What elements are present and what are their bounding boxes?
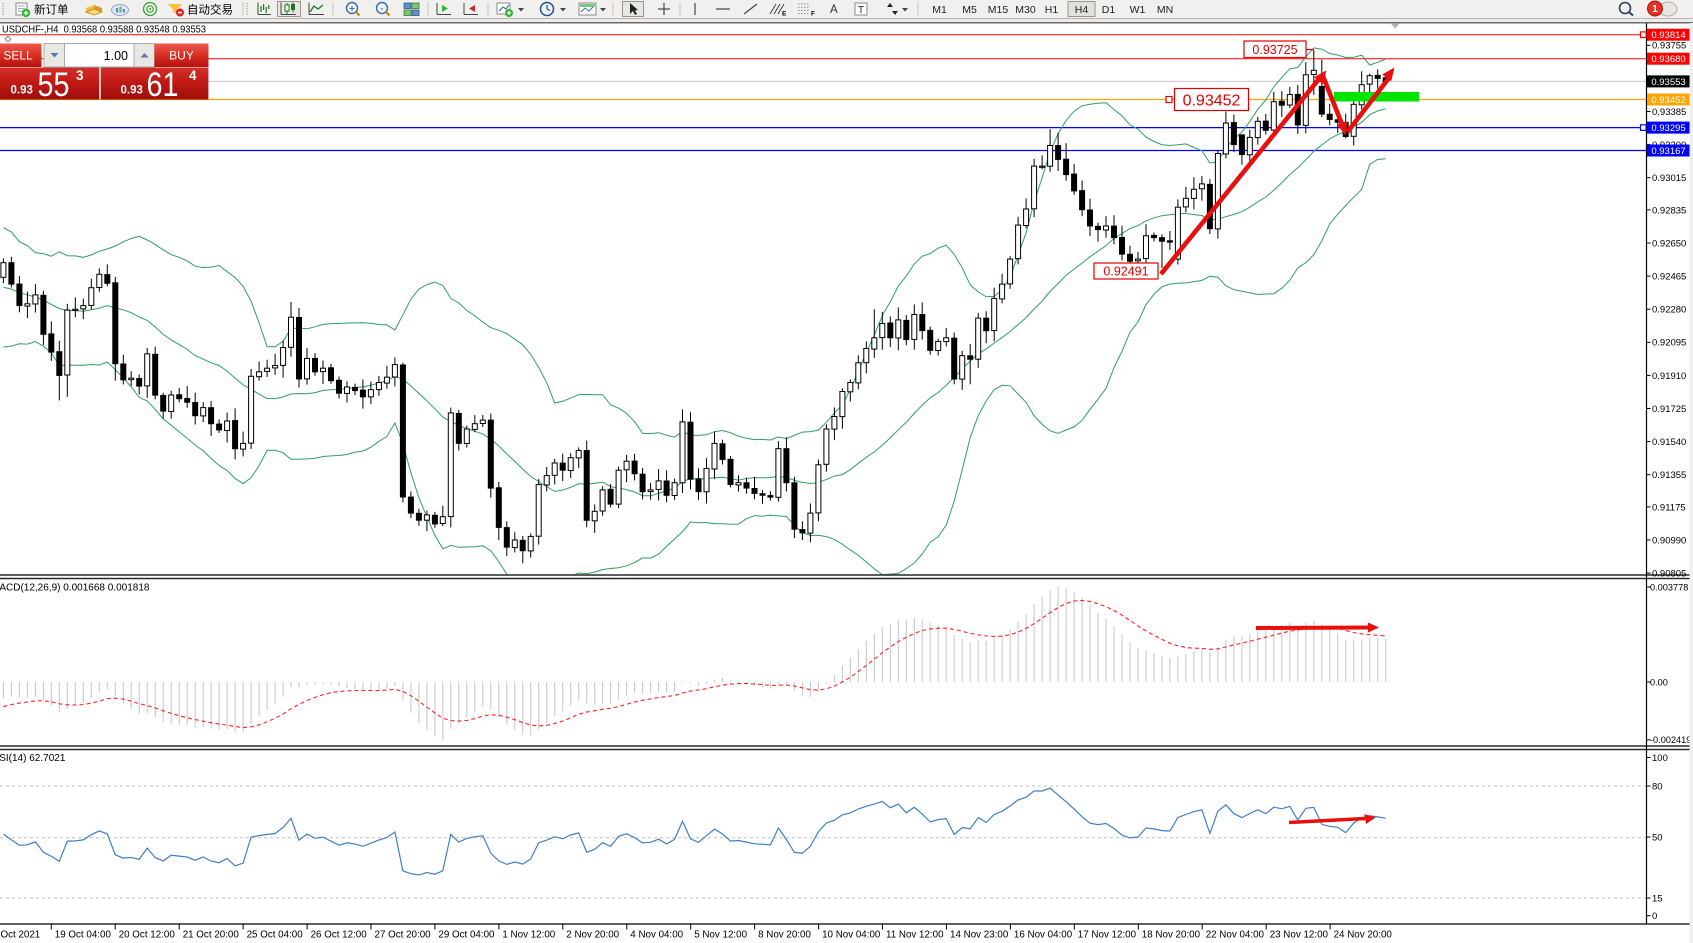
svg-text:0.93814: 0.93814 <box>1651 30 1685 41</box>
svg-text:15: 15 <box>1652 893 1663 904</box>
svg-text:50: 50 <box>1652 832 1663 843</box>
svg-text:4 Nov 04:00: 4 Nov 04:00 <box>630 930 683 941</box>
svg-text:29 Oct 04:00: 29 Oct 04:00 <box>438 930 495 941</box>
svg-text:20 Oct 12:00: 20 Oct 12:00 <box>119 930 176 941</box>
svg-text:USDCHF-,H4 0.93568 0.93588 0.: USDCHF-,H4 0.93568 0.93588 0.93548 0.935… <box>2 24 206 36</box>
svg-text:25 Oct 04:00: 25 Oct 04:00 <box>247 930 304 941</box>
svg-text:24 Nov 20:00: 24 Nov 20:00 <box>1334 930 1393 941</box>
svg-text:0.93452: 0.93452 <box>1183 92 1241 109</box>
svg-text:0.93452: 0.93452 <box>1651 95 1685 106</box>
svg-text:3: 3 <box>76 68 84 83</box>
svg-text:0.00: 0.00 <box>1650 677 1668 687</box>
svg-text:T: T <box>858 4 865 16</box>
svg-text:0.90805: 0.90805 <box>1652 569 1686 580</box>
svg-text:M15: M15 <box>988 4 1009 16</box>
svg-text:0.91540: 0.91540 <box>1652 437 1686 448</box>
svg-text:MACD(12,26,9) 0.001668 0.00181: MACD(12,26,9) 0.001668 0.001818 <box>0 583 150 594</box>
svg-text:A: A <box>830 4 838 16</box>
svg-text:8 Nov 20:00: 8 Nov 20:00 <box>758 930 811 941</box>
svg-text:0.93755: 0.93755 <box>1652 41 1686 52</box>
svg-text:0.92650: 0.92650 <box>1652 238 1686 249</box>
svg-text:0.91725: 0.91725 <box>1652 404 1686 415</box>
svg-text:18 Nov 20:00: 18 Nov 20:00 <box>1142 930 1201 941</box>
svg-text:0.93: 0.93 <box>11 85 33 97</box>
svg-text:0.93: 0.93 <box>121 85 143 97</box>
svg-text:-: - <box>380 4 383 15</box>
svg-text:0.93015: 0.93015 <box>1652 173 1686 184</box>
svg-text:55: 55 <box>38 66 70 104</box>
svg-text:SELL: SELL <box>3 49 33 63</box>
svg-text:0.93385: 0.93385 <box>1652 107 1686 118</box>
svg-text:M30: M30 <box>1015 4 1036 16</box>
svg-text:0.92491: 0.92491 <box>1103 265 1148 279</box>
svg-text:0.92835: 0.92835 <box>1652 205 1686 216</box>
svg-text:21 Oct 20:00: 21 Oct 20:00 <box>183 930 240 941</box>
svg-text:H4: H4 <box>1075 4 1089 16</box>
svg-text:E: E <box>782 11 787 18</box>
svg-text:14 Nov 23:00: 14 Nov 23:00 <box>950 930 1009 941</box>
svg-text:0: 0 <box>1652 911 1657 922</box>
svg-text:1 Nov 12:00: 1 Nov 12:00 <box>502 930 555 941</box>
svg-text:新订单: 新订单 <box>34 3 69 17</box>
svg-text:0.91175: 0.91175 <box>1652 502 1686 513</box>
svg-text:80: 80 <box>1652 781 1663 792</box>
svg-text:自动交易: 自动交易 <box>187 3 233 17</box>
svg-text:19 Oct 04:00: 19 Oct 04:00 <box>55 930 112 941</box>
svg-text:11 Nov 12:00: 11 Nov 12:00 <box>886 930 944 941</box>
svg-text:F: F <box>811 11 815 18</box>
svg-text:0.91910: 0.91910 <box>1652 371 1686 382</box>
svg-text:0.93167: 0.93167 <box>1651 146 1685 157</box>
svg-text:W1: W1 <box>1130 4 1146 16</box>
svg-text:M5: M5 <box>962 4 977 16</box>
svg-text:17 Nov 12:00: 17 Nov 12:00 <box>1078 930 1137 941</box>
svg-text:4: 4 <box>189 68 197 83</box>
svg-text:16 Nov 04:00: 16 Nov 04:00 <box>1014 930 1073 941</box>
svg-text:0.93295: 0.93295 <box>1651 123 1685 134</box>
svg-text:+: + <box>349 4 355 15</box>
svg-text:100: 100 <box>1652 753 1668 764</box>
svg-text:-0.002419: -0.002419 <box>1650 735 1691 745</box>
svg-text:RSI(14) 62.7021: RSI(14) 62.7021 <box>0 753 66 764</box>
svg-text:0.92280: 0.92280 <box>1652 305 1686 316</box>
svg-text:22 Nov 04:00: 22 Nov 04:00 <box>1206 930 1265 941</box>
svg-text:0.91355: 0.91355 <box>1652 470 1686 481</box>
svg-text:0.92465: 0.92465 <box>1652 272 1686 283</box>
svg-text:0.93680: 0.93680 <box>1651 54 1685 65</box>
svg-text:27 Oct 20:00: 27 Oct 20:00 <box>375 930 432 941</box>
svg-text:2 Nov 20:00: 2 Nov 20:00 <box>566 930 619 941</box>
svg-text:23 Nov 12:00: 23 Nov 12:00 <box>1270 930 1329 941</box>
svg-text:10 Nov 04:00: 10 Nov 04:00 <box>822 930 881 941</box>
svg-text:0.003778: 0.003778 <box>1650 582 1688 592</box>
svg-text:1: 1 <box>1652 4 1658 15</box>
svg-text:26 Oct 12:00: 26 Oct 12:00 <box>311 930 368 941</box>
svg-text:M1: M1 <box>932 4 947 16</box>
svg-text:D1: D1 <box>1102 4 1116 16</box>
svg-text:0.93553: 0.93553 <box>1651 77 1685 88</box>
svg-text:0.93725: 0.93725 <box>1252 43 1297 57</box>
svg-text:5 Nov 12:00: 5 Nov 12:00 <box>694 930 747 941</box>
svg-text:0.90990: 0.90990 <box>1652 535 1686 546</box>
svg-text:BUY: BUY <box>169 49 194 63</box>
svg-text:1.00: 1.00 <box>104 49 128 63</box>
svg-text:Oct 2021: Oct 2021 <box>1 930 41 941</box>
svg-text:61: 61 <box>147 66 179 104</box>
svg-text:MN: MN <box>1157 4 1173 16</box>
svg-text:H1: H1 <box>1045 4 1059 16</box>
svg-text:0.92095: 0.92095 <box>1652 338 1686 349</box>
